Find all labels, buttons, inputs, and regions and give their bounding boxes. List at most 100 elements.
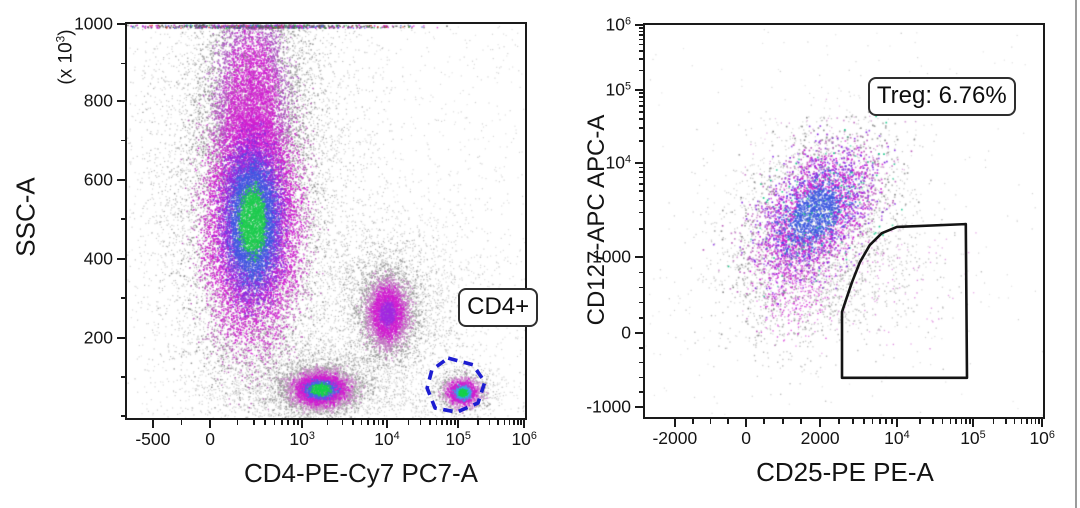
x-minor-tick [1005, 419, 1007, 424]
y-minor-tick [120, 376, 125, 378]
y-minor-tick [638, 96, 643, 98]
y-minor-tick [638, 58, 643, 60]
x-major-tick [819, 419, 822, 427]
x-minor-tick [264, 420, 266, 425]
x-minor-tick [373, 420, 375, 425]
y-major-tick [117, 257, 125, 260]
y-minor-tick [120, 415, 125, 417]
left-y-axis-title: SSC-A [10, 177, 41, 257]
x-minor-tick [454, 420, 456, 425]
figure-right-border-line [1075, 0, 1077, 508]
x-minor-tick [407, 420, 410, 425]
y-minor-tick [638, 271, 643, 274]
right-plot-frame: -2000 0 2000 104 105 106 106 105 104 1000 0 -1000 T… [586, 16, 1055, 447]
y-major-tick [117, 179, 125, 182]
y-tick-label: 1000 [74, 13, 113, 34]
x-minor-tick [446, 420, 448, 425]
x-minor-tick [497, 420, 499, 425]
x-minor-tick [852, 419, 854, 424]
x-minor-tick [919, 419, 921, 424]
x-tick-label: 104 [374, 429, 400, 449]
y-major-tick [117, 99, 125, 102]
y-tick-label: 600 [83, 169, 113, 190]
right-y-axis-title: CD127-APC APC-A [583, 114, 610, 326]
cd4-gate-label-text: CD4+ [467, 292, 530, 320]
x-minor-tick [863, 419, 865, 424]
x-minor-tick [1020, 419, 1023, 424]
x-minor-tick [180, 420, 183, 425]
y-major-tick [635, 89, 643, 92]
x-minor-tick [941, 419, 944, 424]
treg-gate-outline [840, 222, 969, 380]
y-minor-tick [638, 34, 643, 36]
y-tick-label: 400 [83, 248, 113, 269]
x-major-tick [523, 420, 526, 428]
y-minor-tick [638, 43, 643, 46]
x-tick-label: 0 [205, 429, 216, 449]
y-minor-tick [120, 218, 125, 220]
x-minor-tick [885, 419, 887, 424]
x-minor-tick [763, 419, 765, 424]
x-major-tick [301, 420, 304, 428]
y-tick-label: 200 [83, 327, 113, 348]
y-minor-tick [638, 199, 643, 202]
treg-gate-overlay [840, 222, 969, 380]
x-minor-tick [508, 420, 511, 425]
x-tick-label: 104 [884, 428, 910, 448]
x-tick-label: 2000 [800, 428, 840, 448]
y-minor-tick [120, 297, 125, 299]
x-minor-tick [477, 420, 479, 425]
y-major-tick [635, 161, 643, 164]
y-minor-tick [638, 30, 643, 33]
x-minor-tick [932, 419, 934, 424]
x-minor-tick [429, 420, 431, 425]
x-minor-tick [871, 419, 874, 424]
y-minor-tick [638, 127, 643, 129]
x-minor-tick [352, 420, 354, 425]
right-x-axis-title: CD25-PE PE-A [756, 457, 934, 487]
x-minor-tick [341, 420, 344, 425]
y-minor-tick [638, 105, 643, 107]
x-minor-tick [273, 420, 275, 425]
x-minor-tick [503, 420, 506, 425]
y-minor-tick [638, 347, 643, 349]
x-minor-tick [435, 420, 438, 425]
x-major-tick [151, 420, 154, 428]
left-x-axis-title: CD4-PE-Cy7 PC7-A [243, 458, 479, 488]
x-tick-label: 105 [960, 428, 986, 448]
treg-stat-label: Treg: 6.76% [867, 77, 1016, 116]
x-tick-label: 106 [511, 429, 537, 449]
y-major-tick [635, 24, 643, 26]
x-major-tick [1041, 419, 1044, 427]
x-tick-label: 103 [289, 429, 315, 449]
y-major-tick [635, 405, 643, 408]
y-minor-tick [638, 92, 643, 94]
x-tick-label: -2000 [652, 428, 698, 448]
y-tick-label: 0 [621, 322, 631, 343]
x-minor-tick [293, 420, 295, 425]
x-minor-tick [287, 420, 289, 425]
x-major-tick [745, 419, 748, 427]
y-minor-tick [638, 183, 643, 185]
x-minor-tick [326, 420, 329, 425]
x-minor-tick [692, 419, 694, 424]
y-tick-label: 105 [605, 79, 632, 100]
x-minor-tick [488, 420, 491, 425]
left-plot-scatter-canvas [127, 24, 525, 418]
x-minor-tick [281, 420, 283, 425]
x-minor-tick [377, 420, 380, 425]
x-minor-tick [297, 420, 299, 425]
y-minor-tick [638, 166, 643, 169]
y-minor-tick [638, 190, 643, 192]
x-minor-tick [419, 420, 422, 425]
y-minor-tick [638, 100, 643, 103]
x-minor-tick [727, 419, 729, 424]
x-minor-tick [513, 420, 515, 425]
x-minor-tick [1034, 419, 1037, 424]
y-minor-tick [638, 211, 643, 214]
y-minor-tick [638, 38, 643, 41]
x-minor-tick [955, 419, 957, 424]
x-tick-label: 106 [1029, 428, 1055, 448]
y-minor-tick [638, 111, 643, 113]
x-minor-tick [450, 420, 452, 425]
